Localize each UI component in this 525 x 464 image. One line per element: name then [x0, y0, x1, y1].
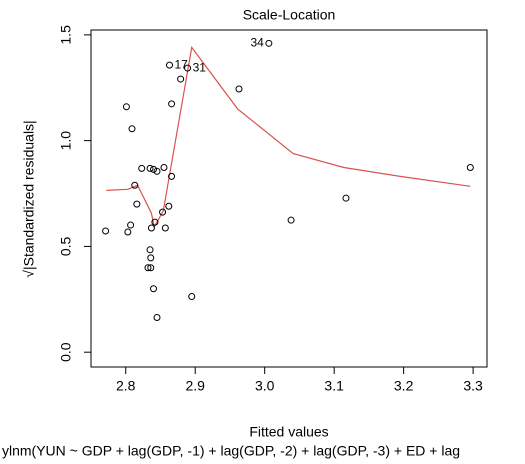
point: [133, 200, 141, 208]
point: [144, 264, 152, 272]
point: [165, 202, 173, 210]
point: [147, 254, 155, 262]
y-axis-label: √|Standardized residuals|: [21, 120, 37, 277]
point: [122, 103, 130, 111]
point: [160, 164, 168, 172]
point: [127, 221, 135, 229]
point: [287, 216, 295, 224]
point: [153, 313, 161, 321]
point: [147, 224, 155, 232]
y-tick-label: 1.5: [58, 25, 74, 45]
point: [188, 293, 196, 301]
x-tick-label: 3.3: [463, 378, 483, 394]
plot-frame: [90, 29, 488, 368]
point: [147, 264, 155, 272]
x-axis-label: Fitted values: [249, 424, 328, 440]
point: [146, 246, 154, 254]
point: [184, 64, 192, 72]
point-label: 31: [193, 60, 207, 74]
x-tick-label: 3.1: [324, 378, 344, 394]
smooth-line: [106, 45, 471, 229]
point: [131, 181, 139, 189]
point: [466, 164, 474, 172]
point: [168, 100, 176, 108]
point: [177, 75, 185, 83]
x-tick-label: 2.9: [185, 378, 205, 394]
point-label: 34: [250, 35, 264, 49]
x-tick-label: 3.0: [255, 378, 275, 394]
point: [102, 227, 110, 235]
chart-title: Scale-Location: [243, 7, 336, 23]
y-tick-label: 0.5: [58, 236, 74, 256]
point: [235, 85, 243, 93]
point: [150, 285, 158, 293]
subtitle: ylnm(YUN ~ GDP + lag(GDP, -1) + lag(GDP,…: [2, 443, 460, 459]
point-label: 17: [175, 57, 189, 71]
point: [166, 61, 174, 69]
y-tick-label: 0.0: [58, 342, 74, 362]
point: [128, 125, 136, 133]
point: [168, 172, 176, 180]
x-tick-label: 2.8: [116, 378, 136, 394]
y-tick-label: 1.0: [58, 131, 74, 151]
point: [150, 165, 158, 173]
x-tick-label: 3.2: [394, 378, 414, 394]
point: [159, 208, 167, 216]
point: [151, 218, 159, 226]
point: [124, 228, 132, 236]
point: [265, 39, 273, 47]
point: [153, 167, 161, 175]
point: [138, 164, 146, 172]
point: [342, 194, 350, 202]
point: [161, 224, 169, 232]
point: [146, 164, 154, 172]
